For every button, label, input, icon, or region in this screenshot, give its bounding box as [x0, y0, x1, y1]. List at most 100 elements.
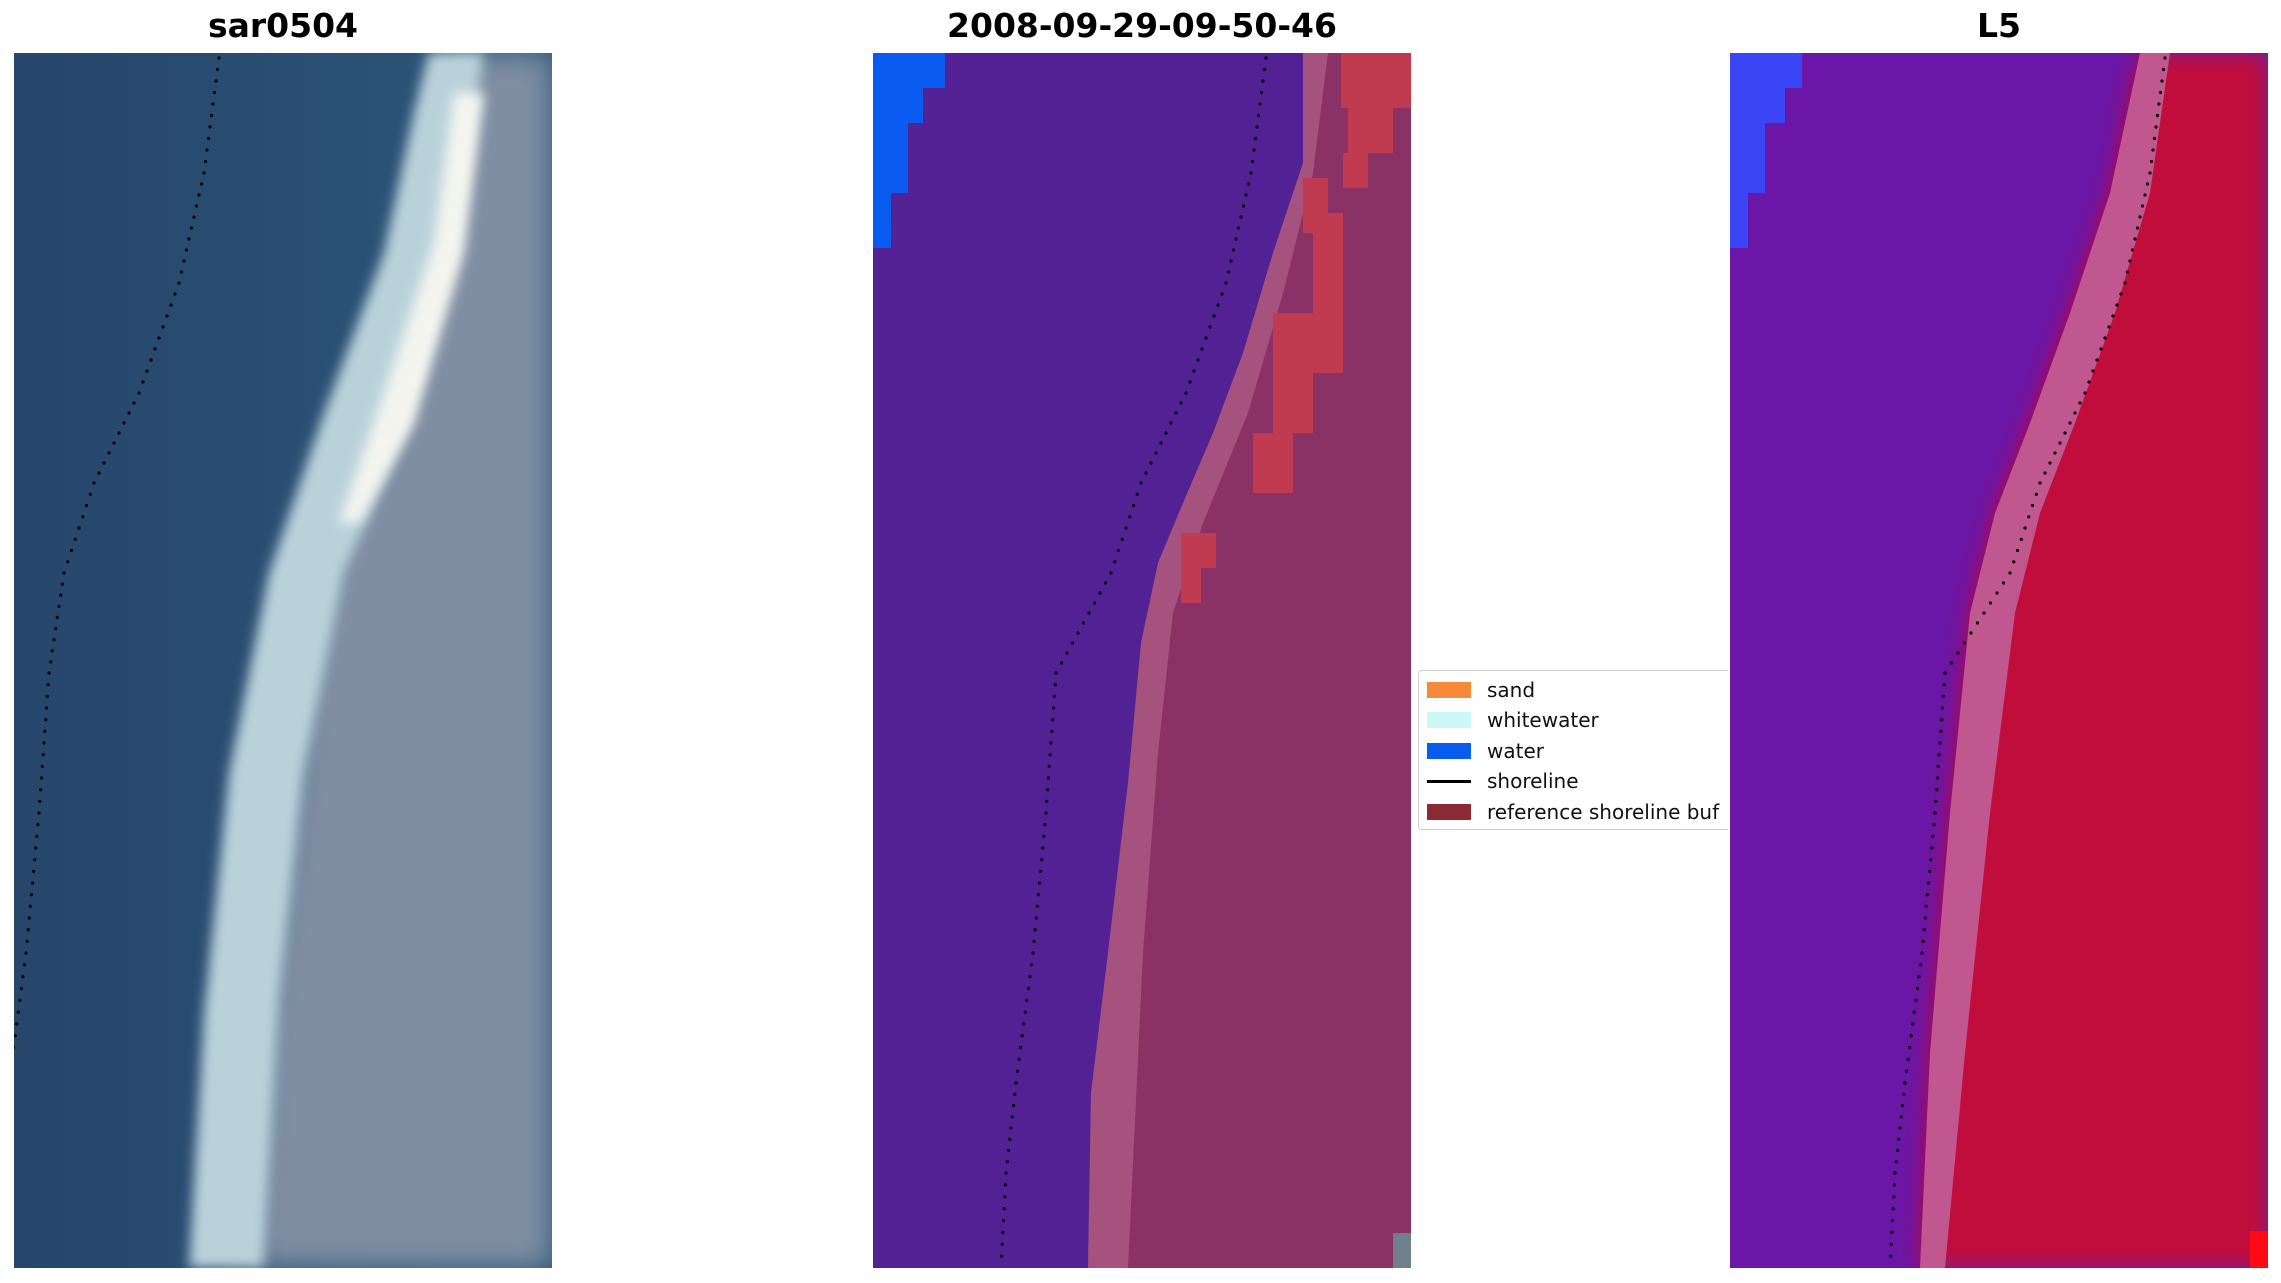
index-red-pixel — [2250, 1231, 2268, 1268]
shoreline-dot — [1956, 651, 1960, 655]
shoreline-dot — [1904, 1069, 1909, 1073]
shoreline-dot — [1204, 336, 1208, 340]
shoreline-dot — [1911, 1022, 1915, 1026]
legend-item-water: water — [1427, 738, 1544, 764]
shoreline-dot — [1889, 1254, 1893, 1258]
shoreline-dot — [112, 441, 116, 445]
water-class-cells — [873, 53, 945, 248]
shoreline-dot — [179, 270, 184, 274]
shoreline-dot — [1139, 481, 1143, 485]
shoreline-dot — [77, 526, 81, 530]
legend: sand whitewater water shoreline referenc… — [1418, 670, 1728, 830]
shoreline-dot — [1033, 928, 1037, 932]
shoreline-dot — [1936, 764, 1940, 768]
shoreline-dots — [1889, 56, 2167, 1258]
shoreline-dot — [1159, 441, 1163, 445]
shoreline-dot — [197, 193, 201, 197]
shoreline-dot — [214, 79, 218, 83]
shoreline-dot — [15, 1022, 19, 1026]
index-blue-cell — [1730, 193, 1748, 248]
shoreline-dot — [34, 846, 38, 850]
shoreline-dot — [1941, 694, 1945, 698]
shoreline-dot — [189, 226, 194, 230]
shoreline-dot — [1098, 591, 1102, 595]
shoreline-dot — [1982, 611, 1986, 615]
shoreline-dot — [1924, 904, 1928, 908]
shoreline-dot — [1890, 1218, 1895, 1223]
shoreline-dot — [1128, 515, 1132, 519]
shoreline-dot — [122, 421, 126, 425]
index-blue-cell — [1730, 123, 1765, 158]
shoreline-dot — [1188, 380, 1192, 384]
shoreline-dot — [54, 627, 58, 631]
shoreline-dot — [2038, 481, 2042, 485]
classified-image-panel — [873, 53, 1411, 1268]
shoreline-dot — [1935, 788, 1939, 792]
shoreline-dot — [1903, 1081, 1907, 1085]
shoreline-dot — [187, 237, 191, 241]
legend-label-reference-buffer: reference shoreline buf — [1487, 800, 1720, 824]
legend-item-shoreline: shoreline — [1427, 768, 1579, 794]
shoreline-dot — [2138, 215, 2142, 219]
shoreline-dot — [2048, 461, 2052, 465]
whitewater-swatch — [1427, 712, 1471, 728]
shoreline-dot — [39, 776, 44, 780]
shoreline-dot — [1250, 159, 1255, 164]
shoreline-dot — [1938, 741, 1942, 745]
shoreline-dot — [92, 481, 96, 485]
shoreline-dot — [29, 893, 33, 897]
shoreline-dot — [1004, 1171, 1008, 1175]
shoreline-dot — [1200, 347, 1204, 351]
shoreline-dot — [145, 369, 149, 373]
shoreline-dot — [1000, 1254, 1004, 1258]
shoreline-dot — [2158, 90, 2163, 95]
shoreline-dot — [117, 431, 121, 435]
shoreline-dot — [1154, 451, 1158, 455]
shoreline-dot — [52, 638, 56, 642]
shoreline-dot — [141, 380, 145, 384]
shoreline-dot — [2043, 471, 2047, 475]
water-class-cell — [873, 53, 945, 88]
shoreline-dot — [1932, 823, 1936, 827]
shoreline-dot — [1909, 1034, 1913, 1038]
legend-label-shoreline: shoreline — [1487, 769, 1579, 793]
shoreline-dot — [1923, 916, 1927, 920]
shoreline-dot — [22, 963, 27, 967]
shoreline-dot — [45, 694, 49, 698]
shoreline-dot — [1255, 125, 1259, 129]
rgb-foam — [339, 93, 484, 523]
shoreline-dot — [1192, 369, 1196, 373]
shoreline-dot — [1229, 259, 1233, 263]
shoreline-dot — [1109, 571, 1113, 575]
shoreline-dot — [2095, 358, 2099, 362]
shoreline-dot — [97, 471, 101, 475]
shoreline-dot — [2078, 401, 2082, 405]
shoreline-dots — [1000, 56, 1268, 1258]
rgb-land — [254, 53, 552, 1268]
shoreline-dot — [1216, 303, 1220, 307]
shoreline-dot — [1926, 881, 1931, 885]
legend-item-reference-buffer: reference shoreline buf — [1427, 799, 1719, 825]
shoreline-dot — [35, 834, 39, 838]
shoreline-dot — [28, 904, 32, 908]
shoreline-dot — [19, 986, 23, 991]
shoreline-dot — [1023, 1010, 1027, 1014]
shoreline-dot — [217, 56, 221, 60]
shoreline-line-swatch — [1427, 779, 1471, 783]
shoreline-dot — [1915, 986, 1919, 991]
shoreline-dot — [1124, 526, 1128, 530]
shoreline-dot — [1889, 1242, 1893, 1246]
shoreline-dot — [47, 671, 51, 675]
shoreline-dot — [2058, 441, 2062, 445]
shoreline-dot — [69, 548, 74, 553]
shoreline-dot — [1031, 951, 1035, 955]
shoreline-dot — [43, 729, 47, 733]
shoreline-dot — [1969, 631, 1973, 635]
reference-buffer-cell — [1343, 153, 1368, 188]
shoreline-dot — [2103, 336, 2107, 340]
shoreline-dot — [1893, 1171, 1897, 1175]
shoreline-dot — [1928, 869, 1932, 873]
shoreline-dot — [36, 823, 40, 827]
shoreline-dot — [2019, 537, 2023, 541]
shoreline-dot — [1264, 56, 1268, 60]
